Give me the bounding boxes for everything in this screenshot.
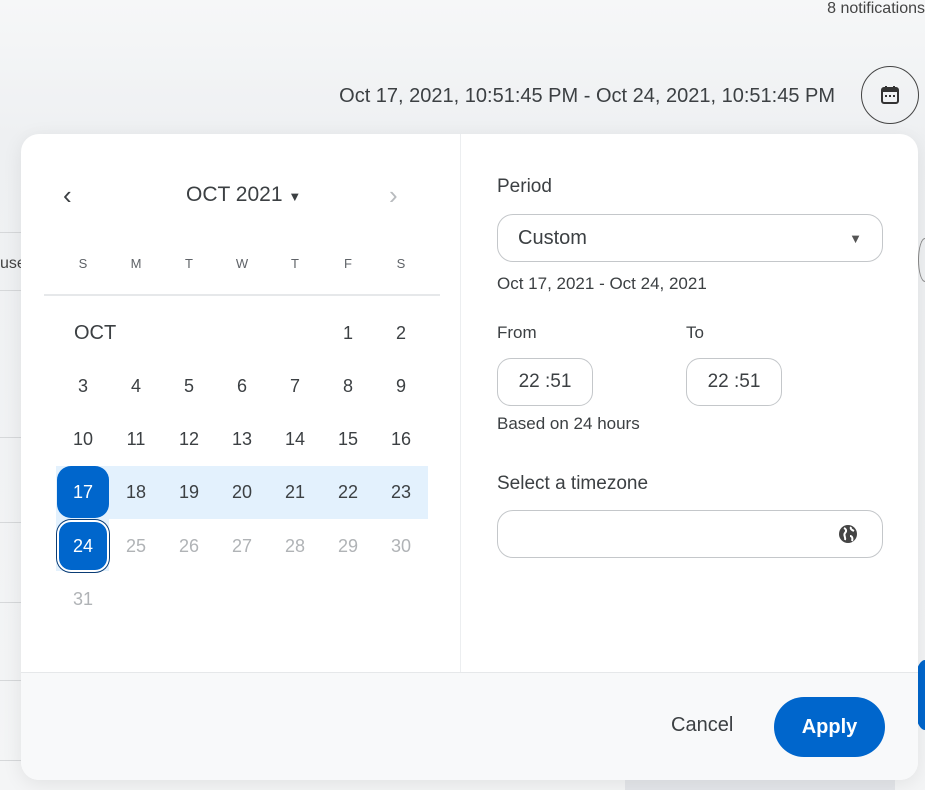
weekday-header: S	[78, 256, 88, 271]
day-9[interactable]: 9	[395, 375, 406, 396]
period-select[interactable]: Custom ▼	[497, 214, 883, 262]
background-bar	[625, 780, 895, 790]
day-6[interactable]: 6	[236, 375, 247, 396]
caret-down-icon: ▼	[288, 189, 302, 204]
calendar-icon	[881, 86, 899, 104]
weekday-header: M	[130, 256, 142, 271]
popup-footer	[21, 672, 918, 780]
caret-down-icon: ▼	[849, 230, 862, 246]
month-selector[interactable]: OCT 2021 ▼	[186, 183, 301, 207]
day-29: 29	[337, 535, 359, 556]
day-7[interactable]: 7	[289, 375, 300, 396]
divider	[0, 602, 22, 603]
background-button[interactable]	[918, 238, 925, 282]
period-range-text: Oct 17, 2021 - Oct 24, 2021	[497, 274, 707, 293]
to-time-input[interactable]: 22 :51	[686, 358, 782, 406]
divider	[0, 760, 22, 761]
day-12[interactable]: 12	[178, 428, 200, 449]
day-27: 27	[231, 535, 253, 556]
day-17[interactable]: 17	[57, 466, 109, 518]
timezone-label: Select a timezone	[497, 473, 649, 494]
timezone-input[interactable]	[497, 510, 883, 558]
divider	[0, 437, 22, 438]
day-5[interactable]: 5	[183, 375, 194, 396]
day-30: 30	[390, 535, 412, 556]
from-time-input[interactable]: 22 :51	[497, 358, 593, 406]
to-label: To	[686, 323, 704, 342]
divider	[0, 232, 22, 233]
weekday-header: T	[185, 256, 193, 271]
day-15[interactable]: 15	[337, 428, 359, 449]
cancel-button[interactable]: Cancel	[657, 704, 747, 747]
from-label: From	[497, 323, 537, 342]
divider	[44, 294, 440, 296]
day-13[interactable]: 13	[231, 428, 253, 449]
selected-range-highlight	[56, 466, 428, 519]
divider	[460, 134, 461, 672]
day-4[interactable]: 4	[130, 375, 141, 396]
day-28: 28	[284, 535, 306, 556]
period-label: Period	[497, 176, 552, 197]
day-2[interactable]: 2	[395, 322, 406, 343]
weekday-header: W	[235, 256, 249, 271]
day-23[interactable]: 23	[390, 481, 412, 502]
day-3[interactable]: 3	[77, 375, 88, 396]
day-18[interactable]: 18	[125, 481, 147, 502]
day-14[interactable]: 14	[284, 428, 306, 449]
background-text: use	[0, 255, 26, 272]
day-25: 25	[125, 535, 147, 556]
day-11[interactable]: 11	[126, 428, 146, 449]
day-19[interactable]: 19	[178, 481, 200, 502]
apply-button[interactable]: Apply	[774, 697, 885, 757]
month-section-label: OCT	[74, 322, 117, 344]
divider	[0, 290, 22, 291]
day-16[interactable]: 16	[390, 428, 412, 449]
day-31: 31	[72, 588, 94, 609]
weekday-header: S	[396, 256, 406, 271]
prev-month-button[interactable]: ‹	[63, 180, 72, 210]
hours-note: Based on 24 hours	[497, 414, 640, 433]
month-label: OCT 2021	[186, 183, 283, 206]
divider	[0, 680, 22, 681]
day-26: 26	[178, 535, 200, 556]
divider	[0, 522, 22, 523]
notifications-count[interactable]: 8 notifications	[827, 0, 925, 17]
day-20[interactable]: 20	[231, 481, 253, 502]
globe-icon	[839, 525, 857, 543]
day-10[interactable]: 10	[72, 428, 94, 449]
weekday-header: F	[344, 256, 352, 271]
next-month-button[interactable]: ›	[389, 180, 398, 210]
period-value: Custom	[518, 226, 587, 249]
day-24[interactable]: 24	[57, 520, 109, 572]
weekday-header: T	[291, 256, 299, 271]
day-22[interactable]: 22	[337, 481, 359, 502]
calendar-button[interactable]	[861, 66, 919, 124]
day-1[interactable]: 1	[342, 322, 353, 343]
date-range-display: Oct 17, 2021, 10:51:45 PM - Oct 24, 2021…	[339, 85, 835, 107]
day-21[interactable]: 21	[284, 481, 306, 502]
day-8[interactable]: 8	[342, 375, 353, 396]
